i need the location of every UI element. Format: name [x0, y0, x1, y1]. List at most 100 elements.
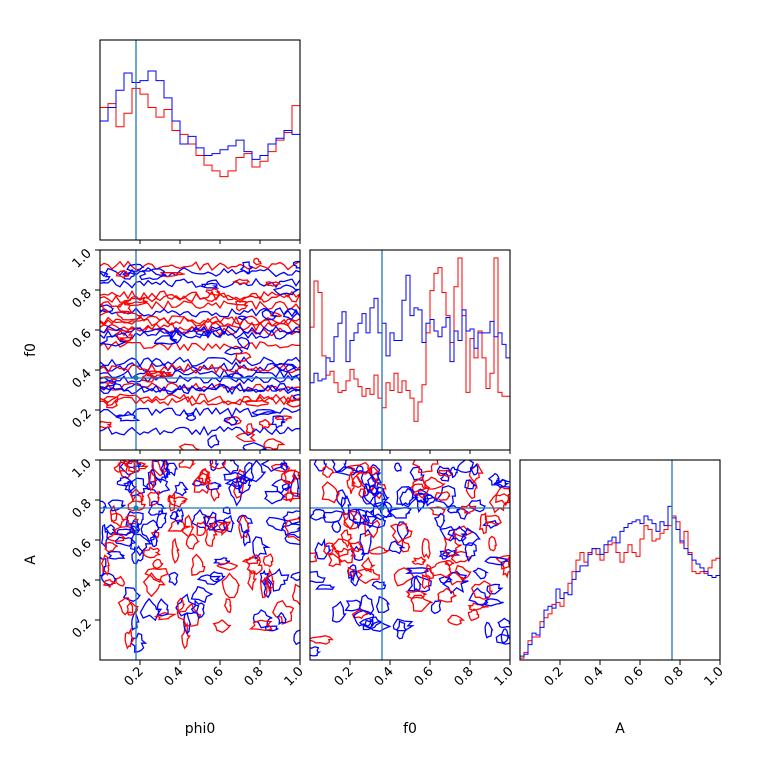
contour-path: [313, 460, 328, 472]
contour-path: [487, 472, 501, 486]
contour-path: [456, 460, 475, 474]
contour-path: [276, 611, 288, 626]
contour-path: [131, 545, 145, 565]
contour-path: [452, 525, 475, 538]
contour-path: [341, 511, 358, 529]
contour-path: [437, 469, 454, 478]
contour-path: [404, 567, 430, 575]
contour-frame: [99, 459, 301, 661]
contour-path: [290, 571, 300, 582]
contour-path: [293, 629, 300, 646]
contour-path: [447, 525, 468, 542]
x-tick-label: 0.8: [662, 664, 687, 689]
contour-path: [185, 533, 201, 550]
contour-path: [143, 546, 162, 559]
contour-path: [102, 395, 119, 409]
contour-path: [270, 463, 291, 473]
contour-path: [209, 571, 226, 583]
contour-path: [100, 554, 110, 577]
contour-path: [264, 490, 287, 505]
contour-path: [434, 485, 457, 509]
contour-path: [446, 614, 466, 626]
contour-path: [370, 480, 387, 500]
contour-path: [100, 315, 300, 328]
x-tick-label: 1.0: [282, 664, 307, 689]
contour-path: [100, 335, 127, 347]
contour-path: [472, 567, 490, 580]
contour-path: [117, 597, 134, 616]
x-tick-label: 0.8: [242, 664, 267, 689]
x-tick-label: 0.4: [162, 664, 187, 689]
contour-path: [100, 307, 300, 318]
contour-path: [196, 574, 222, 586]
contour-path: [242, 460, 267, 483]
contour-path: [484, 556, 509, 566]
contour-path: [181, 622, 192, 650]
contour-path: [100, 379, 117, 391]
contour-path: [433, 512, 446, 529]
contour-path: [115, 270, 130, 279]
y-axis-f0: 0.2 0.4 0.6 0.8 1.0: [70, 246, 100, 431]
contour-path: [190, 585, 213, 604]
contour-path: [392, 618, 415, 632]
contour-path: [100, 396, 300, 407]
contour-path: [486, 583, 504, 595]
contour-path: [100, 260, 300, 271]
contour-path: [124, 627, 135, 650]
contour-path: [192, 327, 212, 336]
contour-path: [310, 552, 318, 563]
contour-path: [493, 478, 510, 488]
xlabel-phi0: phi0: [185, 721, 216, 737]
contour-path: [315, 584, 336, 590]
contour-path: [371, 580, 387, 590]
contour-path: [129, 488, 145, 503]
contour-path: [333, 547, 355, 564]
contour-path: [369, 464, 382, 483]
contour-path: [139, 597, 163, 622]
contour-path: [178, 443, 200, 450]
contour-path: [100, 407, 300, 419]
contour-path: [364, 519, 381, 539]
contour-path: [167, 519, 191, 532]
contour-path: [253, 257, 262, 266]
contour-path: [223, 598, 232, 614]
y-tick-label: 0.8: [70, 496, 95, 521]
contour-path: [437, 587, 457, 603]
x-tick-label: 1.0: [492, 664, 517, 689]
contour-path: [100, 356, 300, 368]
contour-path: [340, 529, 354, 549]
contour-path: [292, 260, 300, 269]
contour-path: [100, 420, 113, 429]
contour-path: [221, 572, 241, 599]
contour-path: [176, 597, 186, 612]
contour-path: [266, 567, 290, 592]
contour-path: [367, 466, 380, 476]
contour-path: [442, 570, 469, 595]
contour-path: [411, 556, 427, 566]
hist-frame-f0: [309, 249, 511, 451]
contour-path: [347, 564, 358, 583]
contour-path: [118, 460, 136, 480]
contour-path: [284, 517, 300, 542]
contour-path: [464, 542, 477, 563]
contour-path: [174, 481, 189, 497]
contour-path: [285, 485, 296, 503]
truth-marker: [379, 505, 385, 511]
hist-panel-f0: [309, 249, 511, 451]
contour-path: [212, 619, 232, 634]
contour-path: [285, 399, 300, 408]
contour-path: [314, 537, 333, 560]
contour-path: [168, 490, 177, 512]
contour-path: [355, 464, 364, 473]
contour-path: [143, 370, 166, 378]
contour-path: [396, 486, 419, 508]
contour-path: [289, 473, 300, 497]
contour-path: [153, 335, 179, 345]
y-tick-label: 0.4: [70, 576, 95, 601]
hist-f0-red: [309, 257, 511, 450]
contour-path: [196, 521, 208, 537]
contour-path: [321, 465, 335, 478]
y-tick-label: 1.0: [70, 456, 95, 481]
hist-A-blue: [519, 505, 721, 660]
contour-path: [353, 609, 375, 628]
